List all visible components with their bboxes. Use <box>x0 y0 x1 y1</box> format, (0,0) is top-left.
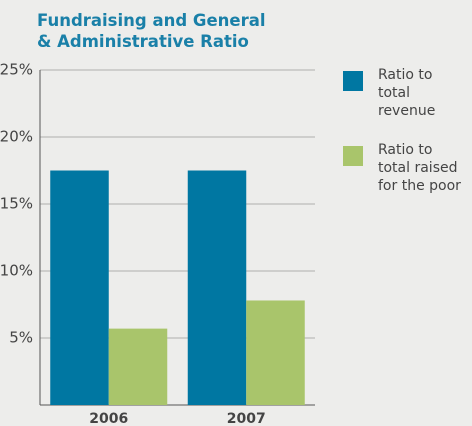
legend-swatch <box>343 146 363 166</box>
legend-label: Ratio to total revenue <box>378 67 436 119</box>
x-tick-label: 2007 <box>227 411 266 426</box>
bar <box>108 328 168 405</box>
y-tick-label: 20% <box>0 128 33 146</box>
legend-swatch <box>343 71 363 91</box>
bar <box>187 170 247 405</box>
y-tick-label: 10% <box>0 262 33 280</box>
chart-title: Fundraising and General & Administrative… <box>37 11 266 51</box>
y-tick-label: 5% <box>9 329 33 347</box>
bar <box>246 300 305 405</box>
legend-label: Ratio to total raised for the poor <box>378 142 461 194</box>
x-tick-label: 2006 <box>89 411 128 426</box>
y-tick-label: 15% <box>0 195 33 213</box>
y-tick-label: 25% <box>0 61 33 79</box>
bar <box>50 170 109 405</box>
